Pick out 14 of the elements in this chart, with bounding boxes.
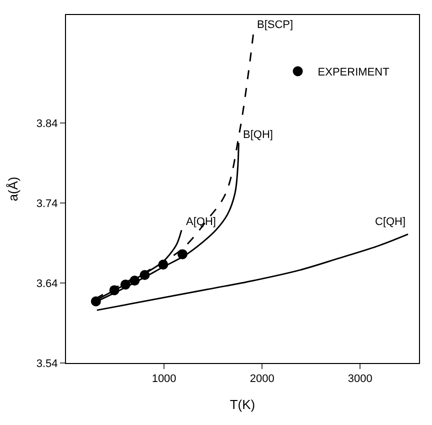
y-tick-label: 3.64	[36, 278, 58, 290]
series-label: B[QH]	[243, 129, 273, 141]
x-tick-label: 3000	[348, 373, 372, 386]
legend-label: EXPERIMENT	[318, 66, 390, 79]
x-axis-title: T(K)	[230, 396, 256, 412]
x-tick-label: 1000	[152, 373, 176, 386]
series-label: B[SCP]	[257, 19, 294, 31]
series-label: C[QH]	[375, 216, 406, 228]
x-tick-label: 2000	[250, 373, 274, 386]
y-tick-label: 3.74	[36, 198, 58, 210]
y-tick-label: 3.84	[36, 118, 58, 130]
y-tick-label: 3.54	[36, 358, 58, 370]
y-axis-title: a(Å)	[5, 176, 20, 202]
series-label: A[QH]	[186, 216, 216, 228]
